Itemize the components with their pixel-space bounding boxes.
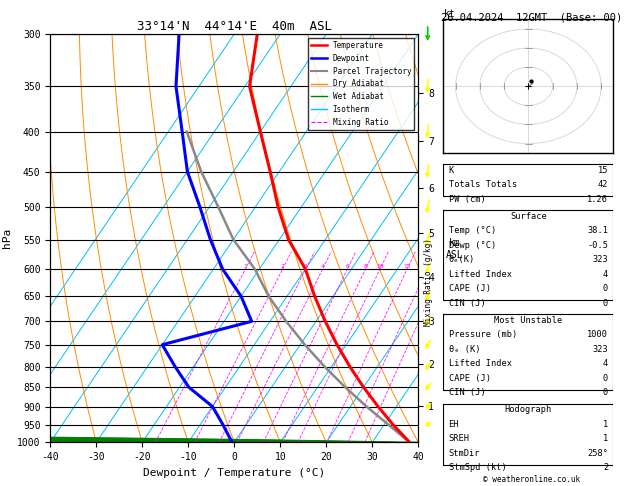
- Text: © weatheronline.co.uk: © weatheronline.co.uk: [483, 474, 580, 484]
- Text: 42: 42: [598, 180, 608, 190]
- Text: Mixing Ratio (g/kg): Mixing Ratio (g/kg): [425, 238, 433, 326]
- Text: 15: 15: [403, 264, 411, 269]
- Text: 258°: 258°: [587, 449, 608, 458]
- Text: 10: 10: [376, 264, 384, 269]
- Text: 38.1: 38.1: [587, 226, 608, 235]
- Legend: Temperature, Dewpoint, Parcel Trajectory, Dry Adiabat, Wet Adiabat, Isotherm, Mi: Temperature, Dewpoint, Parcel Trajectory…: [308, 38, 415, 130]
- Text: 6: 6: [345, 264, 349, 269]
- Text: 26.04.2024  12GMT  (Base: 00): 26.04.2024 12GMT (Base: 00): [441, 12, 622, 22]
- Text: 1: 1: [243, 264, 247, 269]
- Text: 2: 2: [281, 264, 284, 269]
- Text: 1: 1: [603, 420, 608, 429]
- Text: SREH: SREH: [448, 434, 469, 443]
- Text: 15: 15: [598, 166, 608, 175]
- Text: kt: kt: [443, 9, 455, 19]
- Text: Hodograph: Hodograph: [504, 405, 552, 415]
- Text: Surface: Surface: [510, 212, 547, 221]
- Text: StmSpd (kt): StmSpd (kt): [448, 463, 506, 472]
- Text: 1.26: 1.26: [587, 195, 608, 204]
- Text: 4: 4: [321, 264, 325, 269]
- Text: Lifted Index: Lifted Index: [448, 270, 511, 279]
- X-axis label: Dewpoint / Temperature (°C): Dewpoint / Temperature (°C): [143, 468, 325, 478]
- Text: 1: 1: [603, 434, 608, 443]
- Text: CIN (J): CIN (J): [448, 388, 486, 398]
- Text: θₑ(K): θₑ(K): [448, 256, 475, 264]
- Text: CIN (J): CIN (J): [448, 299, 486, 308]
- Y-axis label: hPa: hPa: [1, 228, 11, 248]
- Title: 33°14'N  44°14'E  40m  ASL: 33°14'N 44°14'E 40m ASL: [136, 20, 332, 33]
- Text: 0: 0: [603, 299, 608, 308]
- Text: -0.5: -0.5: [587, 241, 608, 250]
- Text: 3: 3: [304, 264, 308, 269]
- Text: PW (cm): PW (cm): [448, 195, 486, 204]
- Text: 323: 323: [593, 345, 608, 354]
- Text: StmDir: StmDir: [448, 449, 480, 458]
- Text: Pressure (mb): Pressure (mb): [448, 330, 517, 339]
- Text: CAPE (J): CAPE (J): [448, 374, 491, 383]
- Text: K: K: [448, 166, 454, 175]
- Text: Totals Totals: Totals Totals: [448, 180, 517, 190]
- Text: θₑ (K): θₑ (K): [448, 345, 480, 354]
- Text: Lifted Index: Lifted Index: [448, 359, 511, 368]
- Text: 4: 4: [603, 270, 608, 279]
- Text: CAPE (J): CAPE (J): [448, 284, 491, 294]
- Text: EH: EH: [448, 420, 459, 429]
- Text: 0: 0: [603, 374, 608, 383]
- Text: 323: 323: [593, 256, 608, 264]
- Text: 1000: 1000: [587, 330, 608, 339]
- Text: Most Unstable: Most Unstable: [494, 316, 562, 325]
- Text: 8: 8: [364, 264, 367, 269]
- Text: 4: 4: [603, 359, 608, 368]
- Text: Temp (°C): Temp (°C): [448, 226, 496, 235]
- Text: 0: 0: [603, 284, 608, 294]
- Text: Dewp (°C): Dewp (°C): [448, 241, 496, 250]
- Text: 0: 0: [603, 388, 608, 398]
- Y-axis label: km
ASL: km ASL: [446, 238, 464, 260]
- Text: 2: 2: [603, 463, 608, 472]
